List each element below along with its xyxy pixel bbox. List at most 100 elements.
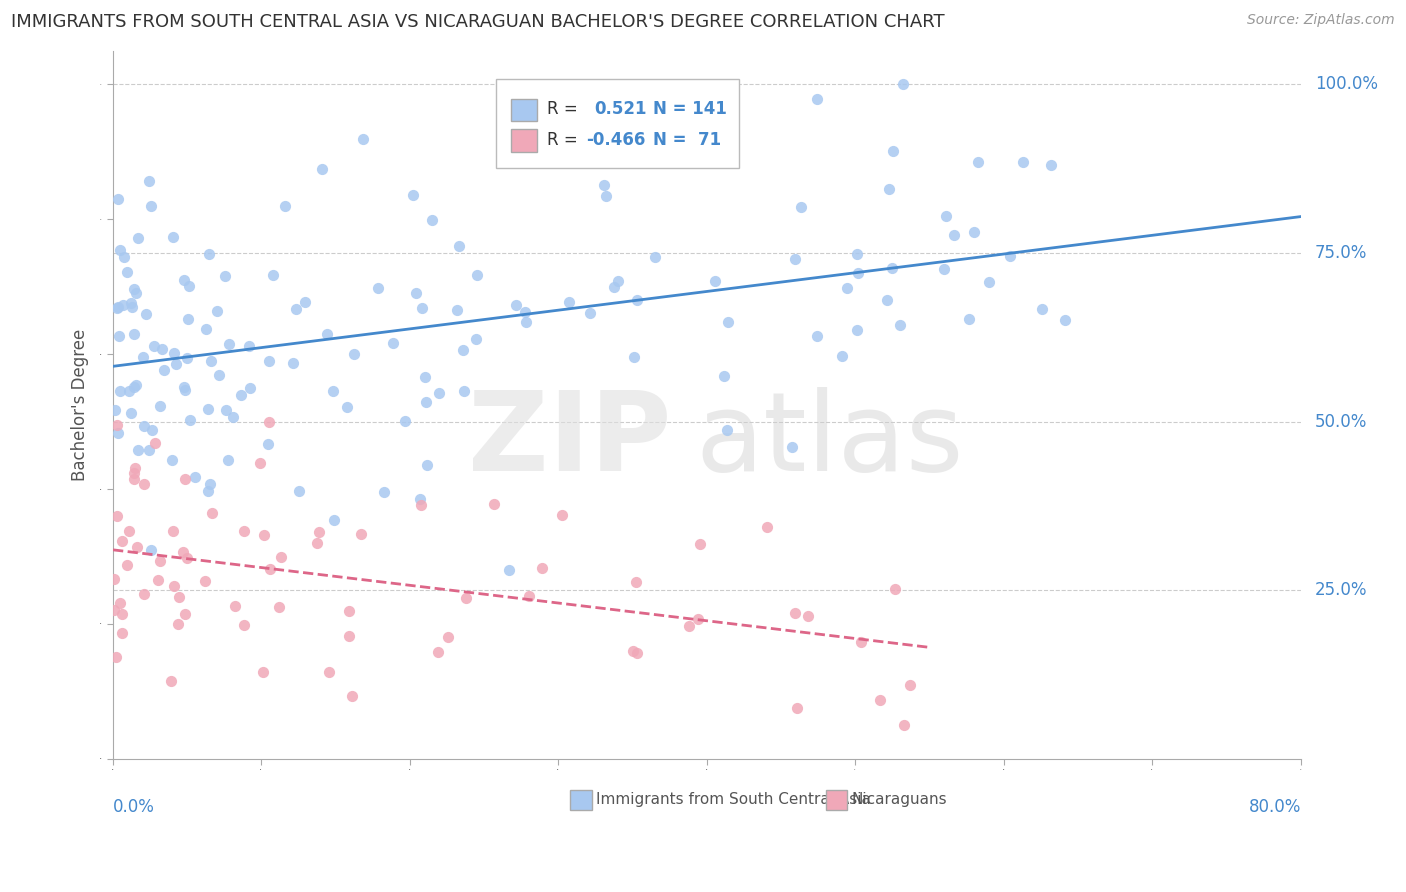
Point [689,537,711,551]
Point [195,322,218,336]
Point [111,626,134,640]
Point [150,342,173,356]
Point [257,415,280,429]
Point [238,339,260,353]
Point [167,590,190,604]
Point [257,354,280,368]
Point [716,423,738,437]
Point [142,339,165,353]
Point [111,607,134,622]
Point [146,573,169,587]
Point [122,380,145,394]
Text: Immigrants from South Central Asia: Immigrants from South Central Asia [596,792,872,807]
Text: N = 141: N = 141 [654,101,727,119]
Point [402,188,425,202]
Point [963,226,986,240]
Point [176,351,198,365]
Point [163,579,186,593]
Point [678,619,700,633]
Point [343,347,366,361]
Point [342,689,364,703]
Point [105,301,128,315]
Point [876,293,898,308]
Point [197,484,219,499]
Point [846,266,869,280]
Point [422,213,444,227]
Point [179,279,201,293]
Point [166,616,188,631]
Point [337,604,360,618]
Text: 25.0%: 25.0% [1315,582,1368,599]
Point [208,368,231,382]
Point [117,384,139,399]
Point [935,209,957,223]
Point [103,602,125,616]
Point [411,498,433,512]
Point [115,558,138,573]
Point [405,285,427,300]
Point [578,306,600,320]
Point [105,418,128,433]
Point [891,78,914,92]
Point [381,335,404,350]
Point [121,300,143,314]
Point [163,346,186,360]
Bar [571,790,592,810]
Point [882,145,904,159]
Point [505,298,527,312]
Point [889,318,911,333]
Point [606,274,628,288]
Bar [510,129,537,152]
Point [153,363,176,377]
Point [900,678,922,692]
Point [482,497,505,511]
Point [294,294,316,309]
Point [122,326,145,341]
Point [107,426,129,441]
Point [465,268,488,282]
Point [124,461,146,475]
Point [107,192,129,206]
Point [107,300,129,314]
Point [806,92,828,106]
Point [159,674,181,689]
Point [122,472,145,486]
Point [160,453,183,467]
Point [1000,249,1022,263]
Point [846,323,869,337]
Point [125,378,148,392]
Point [127,231,149,245]
Point [103,572,125,586]
Point [806,329,828,343]
Point [308,524,330,539]
Point [686,612,709,626]
Point [337,629,360,643]
Point [318,665,340,680]
Point [232,617,254,632]
Text: IMMIGRANTS FROM SOUTH CENTRAL ASIA VS NICARAGUAN BACHELOR'S DEGREE CORRELATION C: IMMIGRANTS FROM SOUTH CENTRAL ASIA VS NI… [11,13,945,31]
Point [115,265,138,279]
Point [943,227,966,242]
Point [755,520,778,534]
Point [262,268,284,282]
Point [446,303,468,318]
Point [783,606,806,620]
Point [249,457,271,471]
Text: R =: R = [547,101,578,119]
Point [316,326,339,341]
Point [149,554,172,568]
Point [125,286,148,301]
Point [239,381,262,395]
Point [184,470,207,484]
Point [105,508,128,523]
Point [322,513,344,527]
Point [465,333,488,347]
Point [966,155,988,169]
Point [104,402,127,417]
Point [229,388,252,402]
Point [259,562,281,576]
Point [350,526,373,541]
Point [269,599,291,614]
Point [626,647,648,661]
Point [165,357,187,371]
